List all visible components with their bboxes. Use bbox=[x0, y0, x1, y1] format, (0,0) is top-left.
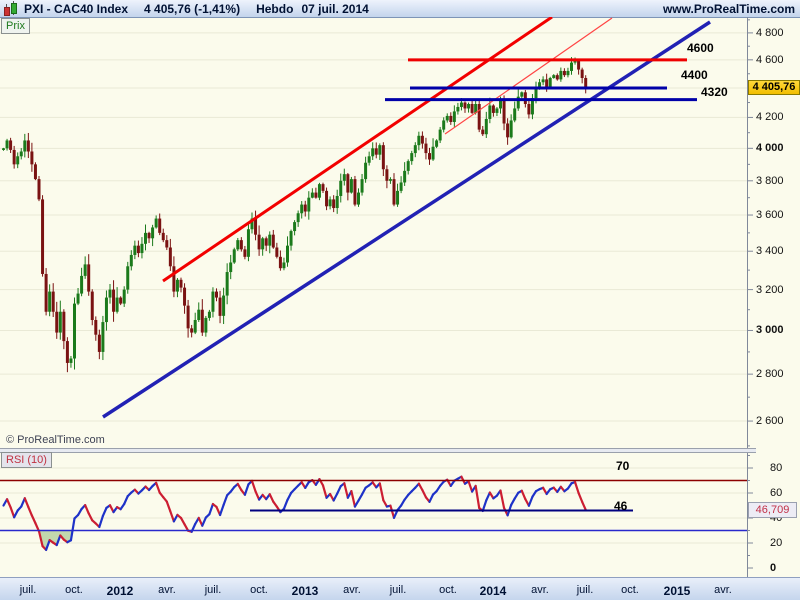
price-axis-label: 2 800 bbox=[756, 368, 784, 381]
time-axis-label: oct. bbox=[621, 584, 639, 596]
candles bbox=[2, 57, 588, 373]
price-axis-label: 3 200 bbox=[756, 283, 784, 296]
candlestick-icon bbox=[3, 1, 18, 16]
rsi-axis-label: 0 bbox=[770, 562, 777, 574]
price-axis-label: 4 800 bbox=[756, 26, 784, 39]
trendline-rising-resistance[interactable] bbox=[162, 17, 553, 283]
price-axis-label: 4 000 bbox=[756, 142, 784, 155]
time-axis-label: juil. bbox=[389, 584, 407, 596]
rsi-curve bbox=[2, 475, 587, 552]
panel-separator[interactable] bbox=[0, 448, 756, 453]
price-axis-label: 3 400 bbox=[756, 245, 784, 258]
price-axis-label: 4 200 bbox=[756, 111, 784, 124]
tab-prix[interactable]: Prix bbox=[1, 18, 30, 34]
tab-rsi[interactable]: RSI (10) bbox=[1, 452, 52, 468]
price-axis-label: 2 600 bbox=[756, 415, 784, 428]
time-axis-label: 2013 bbox=[291, 584, 319, 598]
time-axis-label: 2014 bbox=[479, 584, 507, 598]
time-axis-label: avr. bbox=[158, 584, 176, 596]
time-axis-label: 2015 bbox=[663, 584, 691, 598]
time-axis-label: juil. bbox=[576, 584, 594, 596]
rsi-level-label-46: 46 bbox=[614, 499, 628, 513]
level-label-4320: 4320 bbox=[701, 85, 728, 99]
level-label-4600: 4600 bbox=[687, 41, 714, 55]
time-axis-label: avr. bbox=[343, 584, 361, 596]
title-bar: PXI - CAC40 Index 4 405,76 (-1,41%) Hebd… bbox=[0, 0, 800, 18]
timeframe-label: Hebdo bbox=[256, 1, 294, 16]
level-label-4400: 4400 bbox=[681, 68, 708, 82]
time-axis-bar: juil. oct. 2012 avr. juil. oct. 2013 avr. juil. o… bbox=[0, 577, 800, 600]
last-quote: 4 405,76 (-1,41%) bbox=[144, 1, 241, 16]
time-axis-label: juil. bbox=[204, 584, 222, 596]
watermark: © ProRealTime.com bbox=[6, 434, 105, 446]
time-axis-label: avr. bbox=[531, 584, 549, 596]
time-axis-label: juil. bbox=[19, 584, 37, 596]
time-axis-label: 2012 bbox=[106, 584, 134, 598]
instrument-name: PXI - CAC40 Index bbox=[24, 1, 129, 16]
rsi-axis-label: 80 bbox=[770, 462, 783, 474]
time-axis-label: avr. bbox=[714, 584, 732, 596]
trendline-inner-parallel[interactable] bbox=[444, 17, 613, 135]
quote-date: 07 juil. 2014 bbox=[301, 1, 369, 16]
price-axis-label: 4 600 bbox=[756, 53, 784, 66]
time-axis-label: oct. bbox=[439, 584, 457, 596]
trendline-rising-support[interactable] bbox=[102, 20, 711, 419]
rsi-axis-label: 60 bbox=[770, 487, 783, 499]
price-axis-label: 3 000 bbox=[756, 324, 784, 337]
rsi-value-badge: 46,709 bbox=[748, 502, 797, 518]
price-axis-label: 3 600 bbox=[756, 209, 784, 222]
rsi-axis-label: 20 bbox=[770, 537, 783, 549]
website-label: www.ProRealTime.com bbox=[662, 1, 795, 16]
time-axis-label: oct. bbox=[65, 584, 83, 596]
time-axis-label: oct. bbox=[250, 584, 268, 596]
price-axis-label: 3 800 bbox=[756, 174, 784, 187]
last-price-badge: 4 405,76 bbox=[748, 80, 800, 95]
rsi-level-label-70: 70 bbox=[616, 459, 630, 473]
